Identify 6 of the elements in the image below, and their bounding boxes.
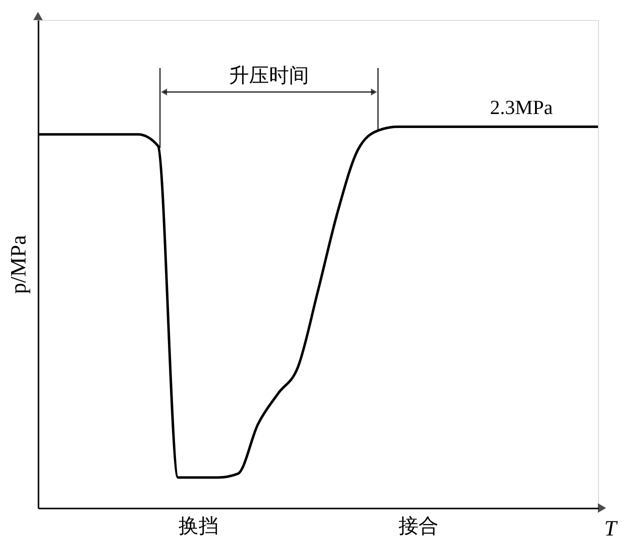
x-axis-title: T <box>604 516 618 540</box>
y-axis-title: p/MPa <box>6 234 30 294</box>
text: 2.3MPa <box>490 97 553 119</box>
x-tick-label: 换挡 <box>178 514 218 538</box>
text: 升压时间 <box>229 63 309 87</box>
x-tick-label: 接合 <box>398 514 438 538</box>
